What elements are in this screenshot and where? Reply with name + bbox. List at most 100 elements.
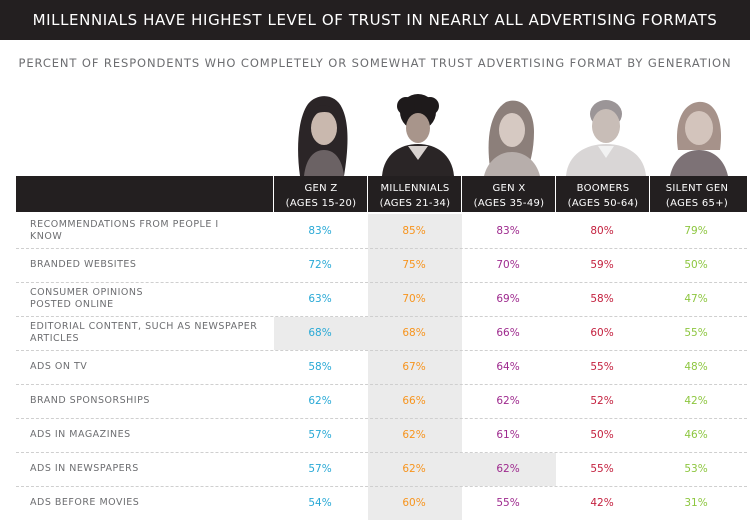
value-silent-gen: 50% [684,259,708,271]
gen-z-photo [278,88,366,176]
boomers-photo [560,88,648,176]
value-boomers: 55% [590,361,614,373]
column-header-gen-z: GEN Z (AGES 15-20) [274,176,368,212]
value-boomers: 58% [590,293,614,305]
row-separator [16,316,747,317]
row-label: ADS ON TV [30,350,270,384]
value-gen-x: 55% [496,497,520,509]
value-gen-x: 61% [496,429,520,441]
millennials-photo [372,88,460,176]
row-label: EDITORIAL CONTENT, SUCH AS NEWSPAPER ARTI… [30,316,270,350]
value-gen-z: 62% [308,395,332,407]
value-millennials: 85% [402,225,426,237]
value-gen-z: 57% [308,429,332,441]
column-header-silent-gen: SILENT GEN (AGES 65+) [650,176,744,212]
column-name: GEN Z [304,182,338,194]
row-label: BRAND SPONSORSHIPS [30,384,270,418]
column-divider [461,176,462,212]
value-gen-z: 63% [308,293,332,305]
column-header-millennials: MILLENNIALS (AGES 21-34) [368,176,462,212]
column-ages: (AGES 21-34) [379,197,451,209]
column-name: BOOMERS [576,182,630,194]
row-label: CONSUMER OPINIONS POSTED ONLINE [30,282,270,316]
highlighted-column [368,214,462,520]
value-boomers: 55% [590,463,614,475]
value-silent-gen: 53% [684,463,708,475]
value-boomers: 52% [590,395,614,407]
value-millennials: 62% [402,429,426,441]
value-millennials: 66% [402,395,426,407]
row-label: RECOMMENDATIONS FROM PEOPLE I KNOW [30,214,270,248]
row-label-text: RECOMMENDATIONS FROM PEOPLE I KNOW [30,219,219,242]
table-header [16,176,747,212]
row-separator [16,384,747,385]
column-ages: (AGES 35-49) [473,197,545,209]
column-name: MILLENNIALS [380,182,450,194]
value-gen-x: 62% [496,395,520,407]
value-gen-z: 72% [308,259,332,271]
chart-subtitle: PERCENT OF RESPONDENTS WHO COMPLETELY OR… [18,56,732,70]
row-separator [16,418,747,419]
value-millennials: 62% [402,463,426,475]
column-divider [649,176,650,212]
row-label: BRANDED WEBSITES [30,248,270,282]
value-silent-gen: 48% [684,361,708,373]
row-label-text: CONSUMER OPINIONS POSTED ONLINE [30,287,144,310]
value-millennials: 75% [402,259,426,271]
value-boomers: 59% [590,259,614,271]
column-ages: (AGES 15-20) [285,197,357,209]
value-silent-gen: 42% [684,395,708,407]
value-silent-gen: 55% [684,327,708,339]
value-gen-x: 69% [496,293,520,305]
row-label-text: BRANDED WEBSITES [30,259,137,270]
value-gen-z: 83% [308,225,332,237]
value-boomers: 80% [590,225,614,237]
value-silent-gen: 31% [684,497,708,509]
row-label-text: ADS ON TV [30,361,88,372]
highlighted-cell [462,453,556,486]
value-gen-z: 68% [308,327,332,339]
row-label: ADS IN NEWSPAPERS [30,452,270,486]
column-ages: (AGES 65+) [665,197,729,209]
value-boomers: 50% [590,429,614,441]
value-gen-x: 83% [496,225,520,237]
value-gen-z: 57% [308,463,332,475]
value-gen-z: 54% [308,497,332,509]
value-gen-x: 62% [496,463,520,475]
column-ages: (AGES 50-64) [567,197,639,209]
value-silent-gen: 79% [684,225,708,237]
row-label-text: BRAND SPONSORSHIPS [30,395,150,406]
row-label: ADS IN MAGAZINES [30,418,270,452]
row-separator [16,248,747,249]
column-name: SILENT GEN [665,182,729,194]
value-gen-z: 58% [308,361,332,373]
column-name: GEN X [492,182,526,194]
value-boomers: 60% [590,327,614,339]
row-label-text: ADS IN MAGAZINES [30,429,131,440]
highlighted-cell [274,317,368,350]
row-label: ADS BEFORE MOVIES [30,486,270,520]
chart-title: MILLENNIALS HAVE HIGHEST LEVEL OF TRUST … [0,0,750,40]
column-divider [367,176,368,212]
row-separator [16,452,747,453]
row-separator [16,350,747,351]
value-boomers: 42% [590,497,614,509]
gen-x-photo [466,88,554,176]
value-millennials: 60% [402,497,426,509]
value-silent-gen: 46% [684,429,708,441]
column-divider [555,176,556,212]
row-separator [16,486,747,487]
value-millennials: 70% [402,293,426,305]
row-separator [16,282,747,283]
silent-gen-photo [654,88,742,176]
value-gen-x: 70% [496,259,520,271]
row-label-text: ADS IN NEWSPAPERS [30,463,139,474]
column-divider [273,176,274,212]
value-gen-x: 64% [496,361,520,373]
value-gen-x: 66% [496,327,520,339]
row-label-text: ADS BEFORE MOVIES [30,497,140,508]
row-label-text: EDITORIAL CONTENT, SUCH AS NEWSPAPER ARTI… [30,321,258,344]
value-millennials: 68% [402,327,426,339]
column-header-gen-x: GEN X (AGES 35-49) [462,176,556,212]
column-header-boomers: BOOMERS (AGES 50-64) [556,176,650,212]
